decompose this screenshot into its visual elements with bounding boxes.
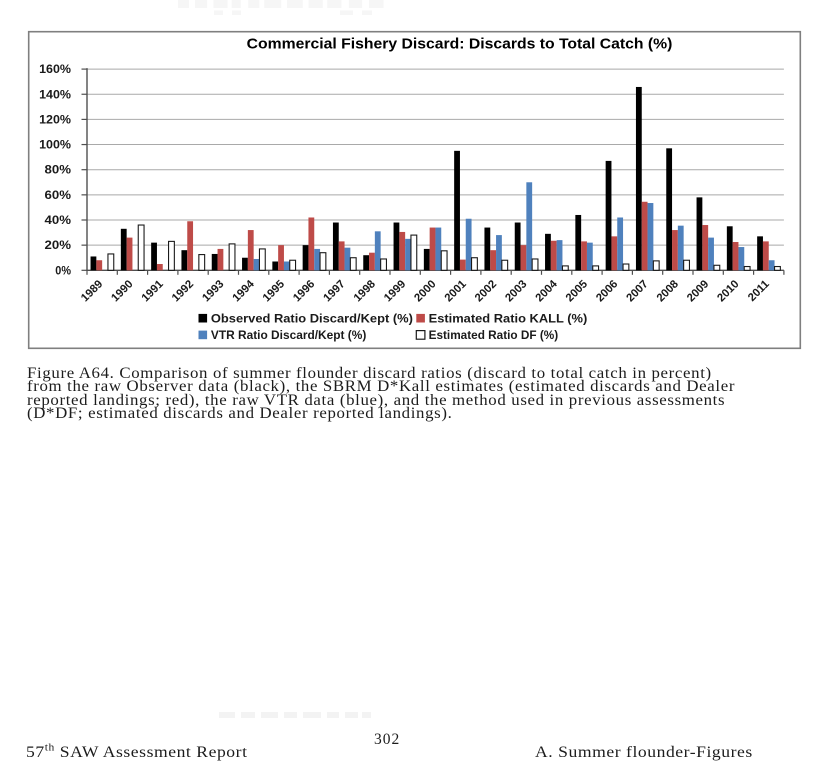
svg-text:Estimated Ratio KALL (%): Estimated Ratio KALL (%) — [429, 311, 588, 325]
svg-text:120%: 120% — [39, 112, 71, 126]
svg-text:Observed Ratio Discard/Kept (%: Observed Ratio Discard/Kept (%) — [211, 311, 413, 325]
svg-text:80%: 80% — [45, 163, 72, 177]
svg-text:140%: 140% — [39, 87, 71, 101]
svg-text:100%: 100% — [39, 138, 71, 152]
svg-text:VTR Ratio Discard/Kept (%): VTR Ratio Discard/Kept (%) — [211, 328, 366, 342]
svg-text:160%: 160% — [39, 62, 71, 76]
svg-text:Commercial Fishery Discard: Di: Commercial Fishery Discard: Discards to … — [247, 36, 673, 53]
svg-text:Estimated Ratio DF (%): Estimated Ratio DF (%) — [429, 328, 559, 342]
svg-text:20%: 20% — [45, 238, 72, 252]
svg-text:0%: 0% — [55, 263, 71, 277]
svg-text:40%: 40% — [45, 213, 72, 227]
svg-text:60%: 60% — [45, 188, 72, 202]
